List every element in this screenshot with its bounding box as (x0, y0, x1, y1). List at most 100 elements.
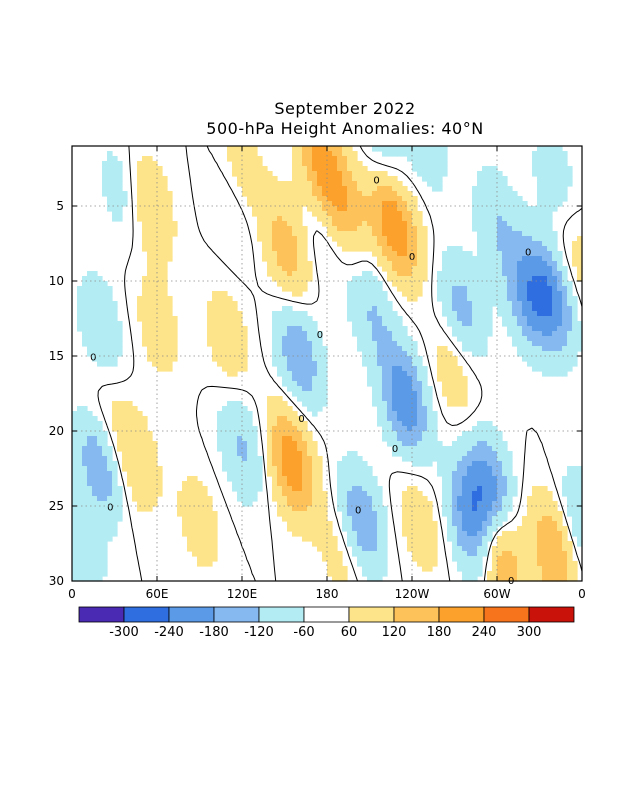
field-cell (292, 436, 298, 442)
field-cell (162, 236, 168, 242)
field-cell (72, 576, 78, 582)
field-cell (372, 386, 378, 392)
chart-title: September 2022 (274, 99, 416, 118)
field-cell (547, 261, 553, 267)
field-cell (367, 276, 373, 282)
field-cell (272, 346, 278, 352)
field-cell (157, 346, 163, 352)
field-cell (507, 186, 513, 192)
field-cell (387, 336, 393, 342)
field-cell (447, 506, 453, 512)
field-cell (477, 466, 483, 472)
field-cell (487, 531, 493, 537)
field-cell (332, 166, 338, 172)
field-cell (262, 246, 268, 252)
field-cell (327, 176, 333, 182)
field-cell (202, 561, 208, 567)
field-cell (357, 551, 363, 557)
field-cell (552, 571, 558, 577)
field-cell (427, 451, 433, 457)
field-cell (282, 451, 288, 457)
field-cell (217, 421, 223, 427)
field-cell (242, 411, 248, 417)
field-cell (537, 496, 543, 502)
field-cell (567, 366, 573, 372)
field-cell (537, 236, 543, 242)
field-cell (362, 466, 368, 472)
field-cell (482, 521, 488, 527)
field-cell (112, 166, 118, 172)
field-cell (292, 496, 298, 502)
field-cell (562, 351, 568, 357)
field-cell (462, 336, 468, 342)
field-cell (507, 236, 513, 242)
field-cell (257, 166, 263, 172)
field-cell (312, 541, 318, 547)
field-cell (562, 486, 568, 492)
field-cell (92, 521, 98, 527)
field-cell (477, 496, 483, 502)
field-cell (372, 536, 378, 542)
field-cell (297, 446, 303, 452)
field-cell (357, 241, 363, 247)
field-cell (212, 551, 218, 557)
field-cell (562, 321, 568, 327)
field-cell (102, 341, 108, 347)
field-cell (572, 256, 578, 262)
field-cell (347, 216, 353, 222)
field-cell (412, 376, 418, 382)
field-cell (482, 306, 488, 312)
field-cell (152, 171, 158, 177)
field-cell (557, 526, 563, 532)
field-cell (492, 206, 498, 212)
field-cell (452, 391, 458, 397)
field-cell (292, 216, 298, 222)
field-cell (422, 556, 428, 562)
field-cell (362, 476, 368, 482)
field-cell (382, 406, 388, 412)
field-cell (297, 311, 303, 317)
field-cell (152, 486, 158, 492)
field-cell (352, 226, 358, 232)
field-cell (347, 501, 353, 507)
field-cell (112, 516, 118, 522)
field-cell (422, 516, 428, 522)
field-cell (557, 546, 563, 552)
field-cell (382, 206, 388, 212)
field-cell (397, 446, 403, 452)
field-cell (507, 311, 513, 317)
field-cell (377, 336, 383, 342)
field-cell (97, 431, 103, 437)
field-cell (567, 331, 573, 337)
field-cell (147, 486, 153, 492)
field-cell (292, 451, 298, 457)
field-cell (382, 541, 388, 547)
field-cell (477, 236, 483, 242)
field-cell (447, 321, 453, 327)
field-cell (447, 401, 453, 407)
field-cell (317, 511, 323, 517)
field-cell (302, 201, 308, 207)
field-cell (557, 176, 563, 182)
field-cell (82, 316, 88, 322)
field-cell (372, 326, 378, 332)
field-cell (332, 211, 338, 217)
field-cell (117, 336, 123, 342)
field-cell (497, 456, 503, 462)
field-cell (487, 521, 493, 527)
field-cell (542, 261, 548, 267)
field-cell (547, 221, 553, 227)
field-cell (337, 506, 343, 512)
contour-label: 0 (409, 252, 415, 263)
field-cell (377, 341, 383, 347)
field-cell (507, 466, 513, 472)
field-cell (397, 341, 403, 347)
field-cell (222, 426, 228, 432)
field-cell (507, 331, 513, 337)
field-cell (157, 196, 163, 202)
field-cell (482, 201, 488, 207)
field-cell (107, 171, 113, 177)
field-cell (472, 551, 478, 557)
field-cell (337, 241, 343, 247)
field-cell (122, 421, 128, 427)
